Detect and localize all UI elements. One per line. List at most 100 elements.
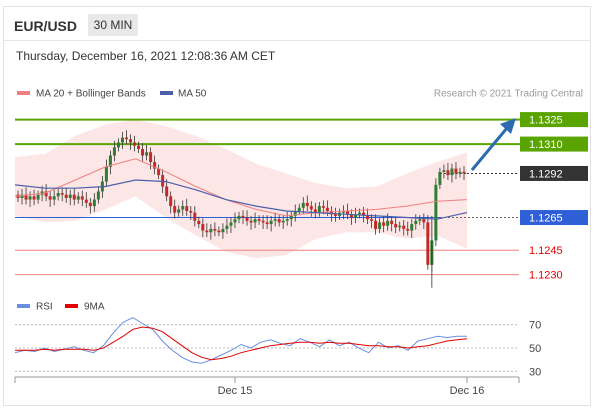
candle-body	[386, 220, 390, 226]
timeframe-badge[interactable]: 30 MIN	[88, 14, 138, 36]
candle-body	[124, 137, 128, 140]
candle-body	[245, 217, 249, 221]
candle-body	[44, 191, 48, 197]
candle-body	[354, 214, 358, 218]
level-tag-1-1265	[520, 210, 588, 226]
candle-body	[277, 219, 281, 223]
candle-body	[120, 137, 124, 143]
credit-text: Research © 2021 Trading Central	[434, 89, 583, 100]
candle-body	[129, 139, 133, 143]
candle-body	[434, 184, 438, 241]
candle-body	[24, 194, 28, 200]
candle-body	[221, 228, 225, 233]
candle-body	[253, 219, 257, 223]
candle-body	[398, 225, 402, 228]
candle-body	[454, 168, 458, 174]
rsi-legend-swatch	[17, 304, 30, 308]
candle-body	[293, 211, 297, 216]
candle-body	[133, 142, 137, 146]
candle-body	[329, 211, 333, 215]
candle-body	[366, 215, 370, 220]
candle-body	[458, 171, 462, 174]
candle-body	[56, 193, 60, 197]
ma50-legend-swatch	[160, 91, 173, 95]
candle-body	[237, 215, 241, 220]
candle-body	[341, 211, 345, 213]
candle-body	[370, 219, 374, 221]
rsi-tick-30: 30	[529, 366, 541, 378]
candle-body	[426, 222, 430, 265]
rsi-tick-70: 70	[529, 320, 541, 332]
candle-body	[285, 219, 289, 221]
candle-body	[297, 207, 301, 212]
level-tag-1-1310	[520, 136, 588, 152]
candle-body	[141, 148, 145, 156]
candle-body	[450, 168, 454, 176]
level-label-1-1245: 1.1245	[529, 245, 563, 257]
candle-body	[462, 171, 466, 174]
candle-body	[84, 199, 88, 203]
rsi-plot: 70 50 30	[14, 317, 541, 378]
candle-body	[20, 194, 24, 198]
candle-body	[438, 171, 442, 185]
candle-body	[358, 212, 362, 215]
candle-body	[301, 202, 305, 208]
candle-body	[309, 206, 313, 210]
candle-body	[374, 220, 378, 229]
candle-body	[153, 162, 157, 169]
candle-body	[181, 206, 185, 210]
candle-body	[161, 175, 165, 187]
level-label-1-1310: 1.1310	[529, 139, 563, 151]
candle-body	[325, 207, 329, 212]
candle-body	[249, 220, 253, 223]
candle-body	[414, 220, 418, 225]
candle-body	[76, 196, 80, 200]
candle-body	[193, 212, 197, 221]
candle-body	[108, 155, 112, 167]
timestamp: Thursday, December 16, 2021 12:08:36 AM …	[16, 49, 276, 63]
candle-body	[289, 215, 293, 220]
candle-body	[112, 147, 116, 156]
level-tag-1-1325	[520, 112, 588, 128]
forecast-arrow-line	[470, 127, 509, 171]
candle-body	[257, 219, 261, 221]
candle-body	[273, 219, 277, 221]
ma20-line	[14, 158, 468, 217]
candle-body	[305, 202, 309, 207]
rsi-tick-50: 50	[529, 343, 541, 355]
candle-body	[169, 196, 173, 207]
candle-body	[104, 166, 108, 182]
candle-body	[422, 219, 426, 223]
rsi-legend-label: RSI	[36, 302, 53, 313]
candle-body	[217, 230, 221, 233]
candle-body	[60, 193, 64, 195]
ma50-legend-label: MA 50	[178, 89, 207, 100]
candle-body	[116, 142, 120, 148]
candle-body	[378, 222, 382, 229]
candle-body	[317, 206, 321, 213]
candle-body	[32, 196, 36, 200]
symbol-title: EUR/USD	[14, 18, 78, 34]
candle-body	[205, 230, 209, 233]
candle-body	[80, 196, 84, 200]
candle-body	[442, 170, 446, 172]
candle-body	[185, 206, 189, 212]
candle-body	[410, 224, 414, 231]
candle-body	[209, 228, 213, 233]
candle-body	[213, 228, 217, 231]
level-label-1-1292: 1.1292	[529, 168, 563, 180]
candle-body	[241, 215, 245, 218]
candle-body	[92, 199, 96, 207]
candle-body	[72, 194, 76, 200]
candle-body	[157, 168, 161, 176]
ma20-legend-swatch	[17, 91, 30, 95]
candle-body	[145, 152, 149, 156]
candle-body	[418, 219, 422, 221]
candle-body	[269, 220, 273, 225]
candle-body	[177, 209, 181, 213]
candle-body	[229, 222, 233, 226]
candle-body	[313, 209, 317, 213]
candle-body	[64, 194, 68, 198]
candle-body	[233, 219, 237, 223]
